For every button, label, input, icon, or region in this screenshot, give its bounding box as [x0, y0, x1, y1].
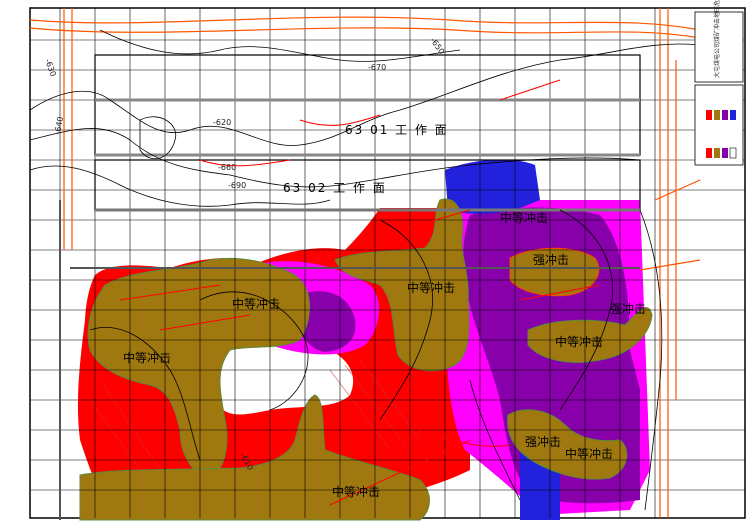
- purple-zone-left: [298, 291, 356, 352]
- contour-label: -660: [218, 163, 236, 172]
- medium-zone-bottom: [79, 394, 430, 521]
- face-label-6301: 63 01 工 作 面: [345, 123, 449, 137]
- blue-zone-top: [445, 159, 540, 214]
- legend-swatch-medium: [714, 110, 720, 120]
- hazard-zones: [77, 159, 653, 521]
- red-zone-gap: [204, 336, 354, 415]
- zone-label-strong: 强冲击: [525, 434, 561, 449]
- contour-label: -620: [213, 118, 231, 127]
- medium-zone-strong-b: [527, 307, 653, 363]
- contour-label: -640: [53, 116, 65, 135]
- zone-label-medium: 中等冲击: [123, 350, 171, 365]
- zone-label-medium: 中等冲击: [407, 280, 455, 295]
- zone-label-medium: 中等冲击: [232, 296, 280, 311]
- legend-swatch-medium-2: [714, 148, 720, 158]
- roadways: [29, 8, 701, 518]
- legend-swatch-purple-2: [722, 148, 728, 158]
- longwall-panels: [59, 54, 641, 520]
- zone-label-medium: 中等冲击: [500, 210, 548, 225]
- medium-zone-strong-c: [507, 409, 628, 480]
- contour-label: -690: [228, 181, 246, 190]
- zone-label-medium: 中等冲击: [555, 334, 603, 349]
- face-label-6302: 63 02 工 作 面: [283, 181, 387, 195]
- contour-lines: [29, 29, 701, 511]
- legend-swatch-red-2: [706, 148, 712, 158]
- title-block-text: 大屯煤电公司煤矿冲击地压危险区域图: [713, 0, 721, 78]
- zone-label-strong: 强冲击: [533, 252, 569, 267]
- fault-lines: [119, 79, 601, 506]
- zone-label-medium: 中等冲击: [332, 484, 380, 499]
- legend-swatch-outline: [729, 147, 737, 159]
- medium-zone-center: [334, 198, 470, 372]
- zone-label-medium: 中等冲击: [565, 446, 613, 461]
- zone-label-strong: 强冲击: [610, 301, 646, 316]
- title-block: 大屯煤电公司煤矿冲击地压危险区域图: [694, 0, 744, 166]
- legend-swatch-blue: [730, 110, 736, 120]
- legend-swatch-purple: [722, 110, 728, 120]
- contour-label: -670: [368, 63, 386, 72]
- medium-zone-left: [87, 257, 310, 479]
- legend-swatch-strong: [706, 110, 712, 120]
